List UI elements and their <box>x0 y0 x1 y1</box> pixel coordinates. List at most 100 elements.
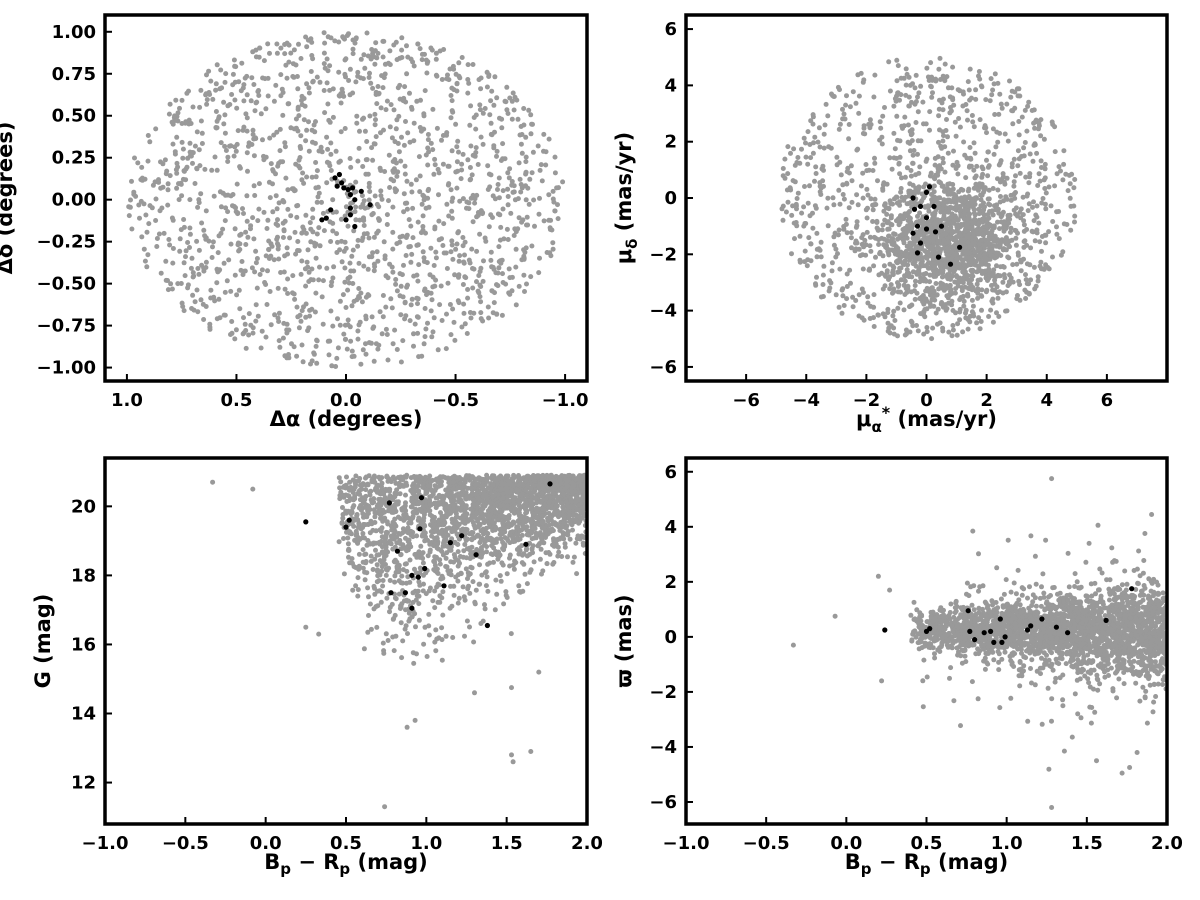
field-star-point <box>377 309 383 315</box>
field-star-point <box>840 286 846 292</box>
field-star-point <box>414 272 420 278</box>
field-star-point <box>957 124 963 130</box>
field-star-point <box>500 156 506 162</box>
field-star-point <box>439 137 444 143</box>
field-star-point <box>898 277 904 283</box>
field-star-point <box>790 203 796 209</box>
field-star-point <box>278 72 284 78</box>
field-star-point <box>515 226 521 232</box>
field-star-point <box>972 150 978 156</box>
field-star-point <box>347 479 353 485</box>
field-star-point <box>440 589 446 595</box>
field-star-point <box>995 187 1001 193</box>
field-star-point <box>814 254 820 260</box>
field-star-point <box>992 277 998 283</box>
field-star-point <box>503 99 509 105</box>
field-star-point <box>946 209 951 215</box>
field-star-point <box>808 241 814 247</box>
field-star-point <box>880 113 886 119</box>
field-star-point <box>1025 103 1031 109</box>
field-star-point <box>879 227 885 233</box>
field-star-point <box>456 60 462 66</box>
field-star-point <box>895 248 901 254</box>
field-star-point <box>414 593 420 599</box>
field-star-point <box>233 209 239 215</box>
field-star-point <box>841 111 847 117</box>
field-star-point <box>251 153 257 159</box>
field-star-point <box>1017 209 1023 215</box>
field-star-point <box>295 239 301 244</box>
field-star-point <box>440 161 446 167</box>
field-star-point <box>966 164 972 170</box>
field-star-point <box>282 286 288 292</box>
field-star-point <box>927 109 933 115</box>
field-star-point <box>222 218 228 224</box>
field-star-point <box>438 482 444 488</box>
field-star-point <box>989 272 995 278</box>
field-star-point <box>1056 236 1062 242</box>
field-star-point <box>456 595 462 601</box>
field-star-point <box>399 55 405 60</box>
field-star-point <box>961 245 967 251</box>
field-star-point <box>803 140 808 146</box>
field-star-point <box>964 108 970 114</box>
field-star-point <box>319 294 325 300</box>
field-star-point <box>473 126 479 132</box>
field-star-point <box>460 235 466 240</box>
field-star-point <box>374 55 380 61</box>
field-star-point <box>187 149 193 155</box>
y-tick-label: 0.00 <box>52 190 96 211</box>
field-star-point <box>482 602 487 608</box>
field-star-point <box>940 107 946 113</box>
field-star-point <box>310 215 316 221</box>
field-star-point <box>217 315 223 321</box>
member-star-point <box>923 215 930 221</box>
field-star-point <box>178 227 184 233</box>
field-star-point <box>413 624 418 630</box>
field-star-point <box>333 364 339 369</box>
field-star-point <box>1028 245 1034 251</box>
field-star-point <box>200 301 206 307</box>
field-star-point <box>936 205 942 211</box>
field-star-point <box>962 194 968 200</box>
field-star-point <box>328 35 334 41</box>
field-star-point <box>305 37 311 43</box>
field-star-point <box>1031 107 1037 113</box>
field-star-point <box>992 71 998 77</box>
field-star-point <box>962 250 968 256</box>
field-star-point <box>366 75 372 80</box>
field-star-point <box>350 247 356 253</box>
field-star-point <box>1020 194 1026 200</box>
field-star-point <box>817 144 823 150</box>
field-star-point <box>967 145 973 150</box>
field-star-point <box>1061 221 1067 227</box>
field-star-point <box>926 203 932 209</box>
field-star-point <box>377 165 383 171</box>
field-star-point <box>938 261 944 267</box>
field-star-point <box>840 192 846 197</box>
field-star-point <box>982 268 988 274</box>
field-star-point <box>1026 99 1032 105</box>
field-star-point <box>404 206 410 212</box>
field-star-point <box>936 66 942 72</box>
field-star-point <box>965 239 971 245</box>
field-star-point <box>447 302 453 307</box>
field-star-point <box>537 167 543 173</box>
field-star-point <box>525 222 531 228</box>
field-star-point <box>955 217 961 223</box>
field-star-point <box>996 314 1002 319</box>
field-star-point <box>437 302 443 308</box>
field-star-point <box>448 187 454 193</box>
field-star-point <box>321 50 327 56</box>
field-star-point <box>853 100 859 106</box>
field-star-point <box>439 318 445 323</box>
field-star-point <box>366 594 371 600</box>
field-star-point <box>990 186 996 191</box>
field-star-point <box>408 302 414 308</box>
field-star-point <box>448 249 454 255</box>
field-star-point <box>360 347 366 353</box>
field-star-point <box>139 234 145 240</box>
field-star-point <box>303 283 309 289</box>
field-star-point <box>367 70 372 76</box>
member-star-point <box>347 212 353 218</box>
